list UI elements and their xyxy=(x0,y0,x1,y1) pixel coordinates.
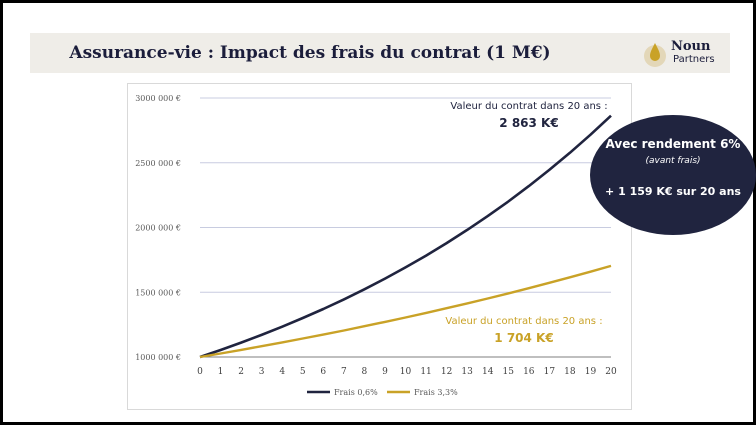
x-tick-label: 7 xyxy=(341,367,347,377)
x-tick-label: 14 xyxy=(482,367,494,377)
y-tick-label: 1500 000 € xyxy=(135,288,181,297)
annotation-value: 1 704 K€ xyxy=(494,331,553,345)
page-title: Assurance-vie : Impact des frais du cont… xyxy=(69,43,551,63)
x-tick-label: 11 xyxy=(420,367,431,377)
x-tick-label: 6 xyxy=(320,367,326,377)
series-line-frais-0-6 xyxy=(199,114,612,359)
x-tick-label: 15 xyxy=(503,367,515,377)
x-tick-label: 4 xyxy=(279,367,285,377)
x-tick-label: 13 xyxy=(461,367,473,377)
x-tick-label: 5 xyxy=(300,367,306,377)
x-tick-label: 17 xyxy=(544,367,556,377)
bubble-note: (avant frais) xyxy=(645,156,701,166)
annotation-label: Valeur du contrat dans 20 ans : xyxy=(450,101,607,112)
bubble-gain: + 1 159 K€ sur 20 ans xyxy=(605,185,741,198)
x-tick-label: 20 xyxy=(605,367,617,377)
annotation-label: Valeur du contrat dans 20 ans : xyxy=(445,316,602,327)
y-tick-label: 3000 000 € xyxy=(135,94,181,103)
company-logo: Noun Partners xyxy=(642,37,722,69)
series-line-frais-3-3 xyxy=(199,264,612,359)
title-bar: Assurance-vie : Impact des frais du cont… xyxy=(30,33,730,73)
x-tick-label: 12 xyxy=(441,367,452,377)
x-tick-label: 18 xyxy=(564,367,576,377)
x-tick-label: 3 xyxy=(259,367,265,377)
return-bubble: Avec rendement 6% (avant frais) + 1 159 … xyxy=(590,115,756,235)
logo-name: Noun xyxy=(671,39,711,54)
x-tick-label: 10 xyxy=(400,367,412,377)
y-tick-label: 1000 000 € xyxy=(135,353,181,362)
line-chart: 1000 000 € 1500 000 € 2000 000 € 2500 000 €… xyxy=(135,94,617,397)
drop-logo-icon xyxy=(644,43,666,67)
x-tick-label: 1 xyxy=(218,367,224,377)
legend-label: Frais 3,3% xyxy=(414,388,458,397)
y-tick-label: 2500 000 € xyxy=(135,159,181,168)
legend-label: Frais 0,6% xyxy=(334,388,378,397)
x-tick-label: 9 xyxy=(382,367,388,377)
x-tick-label: 2 xyxy=(238,367,244,377)
x-tick-label: 19 xyxy=(585,367,597,377)
x-tick-label: 0 xyxy=(197,367,203,377)
x-tick-label: 8 xyxy=(362,367,368,377)
bubble-headline: Avec rendement 6% xyxy=(605,137,741,151)
annotation-value: 2 863 K€ xyxy=(499,116,558,130)
y-tick-label: 2000 000 € xyxy=(135,224,181,233)
x-tick-label: 16 xyxy=(523,367,535,377)
logo-subtitle: Partners xyxy=(673,54,715,65)
